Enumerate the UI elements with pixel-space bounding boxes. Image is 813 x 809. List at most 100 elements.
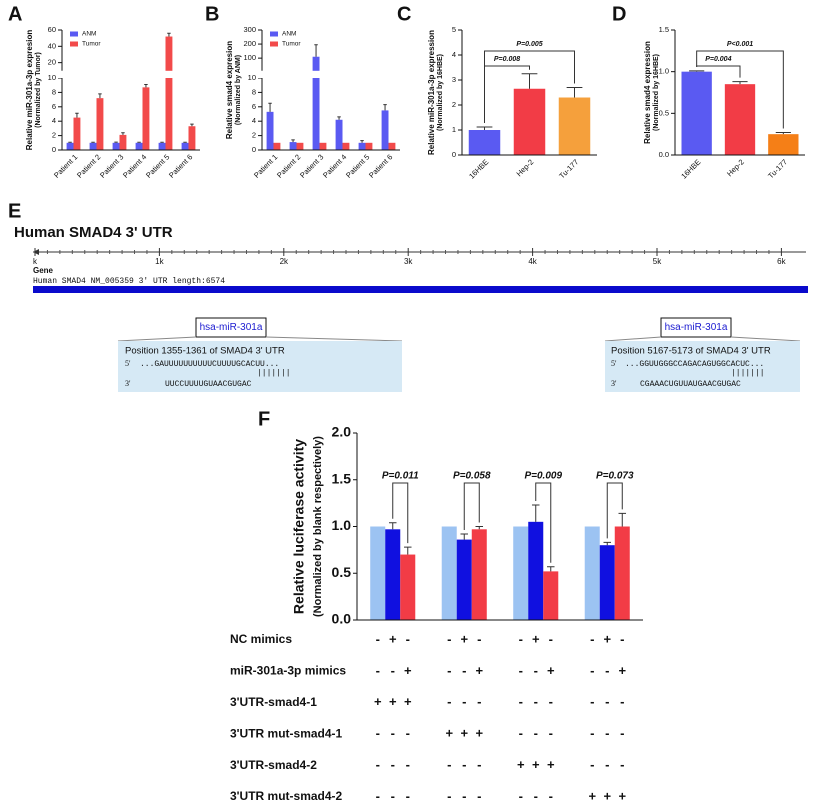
error-bar xyxy=(337,116,341,120)
condition-sign: + xyxy=(374,694,382,709)
error-bar xyxy=(91,141,95,143)
condition-sign: + xyxy=(475,663,483,678)
panel-label: F xyxy=(258,408,270,430)
gene-label: Gene xyxy=(33,266,54,275)
y-axis-label: Relative luciferase activity xyxy=(291,439,307,614)
legend-swatch xyxy=(70,31,78,37)
y-tick-label: 8 xyxy=(252,87,256,96)
y-tick-label: 0.5 xyxy=(332,564,352,580)
bar xyxy=(335,119,343,150)
panel-label: C xyxy=(397,3,411,25)
y-tick-label: 100 xyxy=(243,53,256,62)
bar xyxy=(388,142,396,150)
condition-sign: - xyxy=(605,757,609,772)
condition-sign: - xyxy=(376,663,380,678)
chart-panel: C Relative miR-301a-3p expression (Normali… xyxy=(397,3,597,181)
p-value: P=0.008 xyxy=(494,56,520,63)
error-bar xyxy=(144,83,148,88)
condition-sign: - xyxy=(462,694,466,709)
bar xyxy=(296,142,304,150)
y-tick-label: 6 xyxy=(252,102,256,111)
p-value: P=0.058 xyxy=(453,471,491,482)
utr-sequence: ...GGUUGGGCCAGACAGUGGCACUC... xyxy=(625,360,764,369)
y-axis-label: Relative smad4 expression xyxy=(643,41,652,144)
y-axis-label: (Normalized by ANM) xyxy=(235,55,242,125)
condition-sign: - xyxy=(391,788,395,803)
bar xyxy=(614,526,630,620)
condition-sign: - xyxy=(605,663,609,678)
prefix: 5' xyxy=(611,359,617,368)
condition-sign: + xyxy=(517,757,525,772)
bar xyxy=(266,111,274,150)
y-tick-label: 8 xyxy=(52,87,56,96)
y-tick-label: 2 xyxy=(52,131,56,140)
condition-sign: + xyxy=(404,694,412,709)
x-tick-label: 16HBE xyxy=(679,157,702,180)
y-tick-label: 6 xyxy=(52,102,56,111)
error-bar xyxy=(75,112,79,118)
axis-break xyxy=(257,70,401,78)
bar xyxy=(365,142,373,150)
ruler-label: 1k xyxy=(155,257,164,266)
site-box xyxy=(605,341,800,392)
ruler-label: 3k xyxy=(404,257,413,266)
condition-sign: - xyxy=(620,757,624,772)
x-tick-label: Patient 3 xyxy=(298,152,325,179)
condition-sign: - xyxy=(620,631,624,646)
x-tick-label: Patient 6 xyxy=(367,152,394,179)
y-axis-label: (Normalized by Tumor) xyxy=(35,52,42,128)
condition-sign: + xyxy=(603,631,611,646)
condition-sign: - xyxy=(534,694,538,709)
mirna-box xyxy=(195,317,267,338)
x-tick-label: Patient 1 xyxy=(52,152,79,179)
error-bar xyxy=(460,533,469,540)
error-bar xyxy=(291,139,295,143)
panel-label: D xyxy=(612,3,626,25)
y-axis-label: (Normalized by 16HBE) xyxy=(437,54,444,131)
x-tick-label: Patient 5 xyxy=(144,152,171,179)
significance-bracket xyxy=(606,482,623,539)
condition-label: miR-301a-3p mimics xyxy=(230,664,346,678)
x-tick-label: 16HBE xyxy=(467,157,490,180)
error-bar xyxy=(476,126,493,130)
bar xyxy=(456,539,472,620)
condition-sign: - xyxy=(462,663,466,678)
condition-sign: + xyxy=(532,631,540,646)
condition-sign: - xyxy=(406,631,410,646)
error-bar xyxy=(383,104,387,111)
bar xyxy=(468,130,501,155)
condition-sign: + xyxy=(618,788,626,803)
bar xyxy=(158,142,166,150)
bar xyxy=(142,87,150,150)
y-tick-label: 1.0 xyxy=(332,517,352,533)
connector xyxy=(604,336,662,342)
condition-sign: - xyxy=(590,663,594,678)
condition-sign: - xyxy=(519,726,523,741)
panel-label: A xyxy=(8,3,22,25)
condition-label: 3'UTR-smad4-2 xyxy=(230,758,317,772)
error-bar xyxy=(190,123,194,127)
site-position: Position 5167-5173 of SMAD4 3' UTR xyxy=(611,346,771,357)
y-tick-label: 1.0 xyxy=(659,67,669,76)
significance-bracket xyxy=(392,482,409,544)
significance-bracket xyxy=(484,50,575,123)
bar xyxy=(513,88,546,155)
ruler-label: k xyxy=(33,257,38,266)
condition-sign: + xyxy=(475,726,483,741)
error-bar xyxy=(618,512,627,527)
error-bar xyxy=(160,141,164,143)
condition-sign: - xyxy=(605,726,609,741)
legend-swatch xyxy=(270,31,278,37)
y-tick-label: 200 xyxy=(243,39,256,48)
x-tick-label: Patient 3 xyxy=(98,152,125,179)
bar xyxy=(181,142,189,150)
condition-sign: - xyxy=(391,726,395,741)
ruler-arrow xyxy=(33,249,39,255)
y-axis-label: Relative smad4 expresion xyxy=(225,41,234,139)
condition-sign: - xyxy=(590,757,594,772)
ruler-label: 4k xyxy=(528,257,537,266)
site-box xyxy=(118,341,402,392)
y-tick-label: 1.5 xyxy=(659,25,669,34)
